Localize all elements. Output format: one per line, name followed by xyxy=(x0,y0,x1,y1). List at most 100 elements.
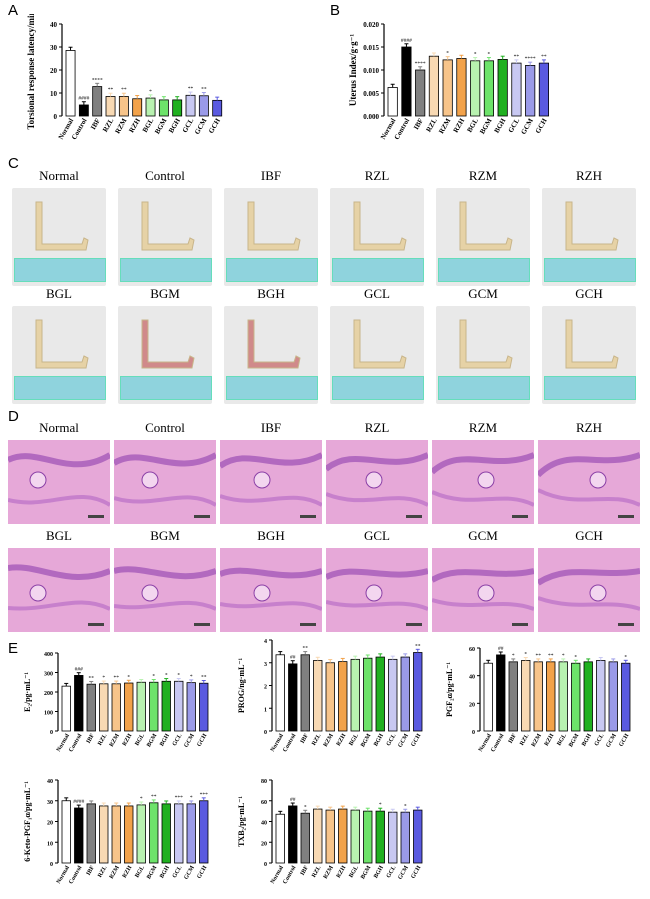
photo-label: RZL xyxy=(364,420,390,435)
bar-gcl xyxy=(185,94,196,117)
photo-label: GCH xyxy=(575,528,603,543)
uterus-tissue xyxy=(565,319,619,369)
x-tick-label: RZL xyxy=(519,733,530,747)
significance-mark: **** xyxy=(92,77,103,83)
significance-mark: *** xyxy=(200,792,209,798)
y-tick-label: 10 xyxy=(47,841,53,847)
significance-mark: ### xyxy=(75,667,84,673)
scale-bar xyxy=(512,515,528,518)
photo-label: GCL xyxy=(364,528,390,543)
histology-tissue xyxy=(8,548,110,632)
uterus-photo xyxy=(118,188,212,286)
bar-normal xyxy=(65,50,76,117)
bar-rzh xyxy=(456,58,467,117)
y-tick-label: 30 xyxy=(50,44,58,52)
histology-tissue xyxy=(114,440,216,524)
bar-ibf xyxy=(415,69,426,117)
bar-rzh xyxy=(132,98,143,117)
significance-mark: ** xyxy=(415,643,421,649)
photo-label: Control xyxy=(145,168,185,183)
bar-rzm xyxy=(325,809,335,864)
bar-ibf xyxy=(300,812,310,864)
photo-label: IBF xyxy=(260,420,282,435)
bar-gch xyxy=(199,682,209,732)
chart-e-txb2: TXB₂/pg·mL⁻¹020406080Normal##Control*IBF… xyxy=(237,779,423,885)
x-tick-label: BGH xyxy=(373,733,385,748)
x-tick-label: Control xyxy=(282,733,297,754)
significance-mark: * xyxy=(624,654,627,660)
ruler xyxy=(544,376,636,400)
x-tick-label: RZL xyxy=(311,733,322,747)
bar-control xyxy=(78,104,89,117)
x-tick-label: GCH xyxy=(410,733,422,748)
uterus-photo xyxy=(118,306,212,404)
bar-control xyxy=(74,675,84,732)
significance-mark: ** xyxy=(89,675,95,681)
bar-gcl xyxy=(174,680,184,732)
x-tick-label: IBF xyxy=(300,865,310,877)
x-tick-label: BGL xyxy=(556,733,568,747)
histology-grid: Normal Control IBF RZL RZM RZH BGL BGM BGH GCL GCM… xyxy=(8,420,642,632)
x-tick-label: RZL xyxy=(311,865,322,879)
bar-normal xyxy=(275,654,285,732)
uterus-tissue xyxy=(565,201,619,251)
bar-rzh xyxy=(338,808,348,864)
significance-mark: **** xyxy=(415,61,426,67)
bar-gcm xyxy=(198,95,209,117)
significance-mark: * xyxy=(562,653,565,659)
x-tick-label: BGM xyxy=(478,117,493,136)
x-tick-label: GCM xyxy=(193,117,209,136)
bar-control xyxy=(496,654,506,732)
x-tick-label: GCL xyxy=(386,865,398,879)
x-tick-label: IBF xyxy=(89,117,102,131)
y-tick-label: 4 xyxy=(264,639,267,645)
uterus-tissue xyxy=(141,319,195,369)
histology-tissue xyxy=(114,548,216,632)
x-tick-label: BGL xyxy=(134,865,146,879)
y-tick-label: 40 xyxy=(50,21,58,29)
bar-gch xyxy=(538,62,550,117)
significance-mark: * xyxy=(149,89,152,95)
significance-mark: ** xyxy=(188,86,194,92)
uterus-photo xyxy=(542,188,636,286)
significance-mark: * xyxy=(190,795,193,801)
bar-ibf xyxy=(92,86,103,117)
y-tick-label: 400 xyxy=(44,652,53,658)
bar-ibf xyxy=(300,654,310,732)
histology-image xyxy=(432,440,534,524)
histology-image xyxy=(220,440,322,524)
y-tick-label: 30 xyxy=(47,800,53,806)
histology-image xyxy=(8,548,110,632)
y-tick-label: 40 xyxy=(469,675,475,681)
significance-mark: *** xyxy=(175,795,184,801)
histology-image xyxy=(432,548,534,632)
photo-label: Control xyxy=(145,420,185,435)
significance-mark: * xyxy=(512,653,515,659)
ruler xyxy=(120,258,212,282)
scale-bar xyxy=(406,515,422,518)
x-tick-label: RZL xyxy=(97,865,108,879)
histology-image xyxy=(8,440,110,524)
x-tick-label: BGL xyxy=(348,865,360,879)
x-tick-label: RZH xyxy=(336,733,348,748)
scale-bar xyxy=(194,623,210,626)
bar-bgl xyxy=(558,661,568,732)
uterus-tissue xyxy=(247,319,301,369)
x-tick-label: BGH xyxy=(159,865,171,880)
x-tick-label: RZM xyxy=(323,865,335,880)
histology-tissue xyxy=(538,440,640,524)
x-tick-label: BGM xyxy=(146,865,159,881)
y-tick-label: 20 xyxy=(47,821,53,827)
photo-label: Normal xyxy=(39,420,79,435)
significance-mark: ** xyxy=(541,54,547,60)
uterus-photo xyxy=(330,306,424,404)
significance-mark: **** xyxy=(525,56,536,62)
y-axis-label: PROG/ng·mL⁻¹ xyxy=(237,657,246,713)
scale-bar xyxy=(88,515,104,518)
y-tick-label: 10 xyxy=(50,90,58,98)
uterus-photo xyxy=(436,306,530,404)
x-tick-label: IBF xyxy=(412,117,425,131)
bar-rzl xyxy=(428,55,440,117)
bar-normal xyxy=(61,685,71,732)
bar-gch xyxy=(212,99,223,117)
